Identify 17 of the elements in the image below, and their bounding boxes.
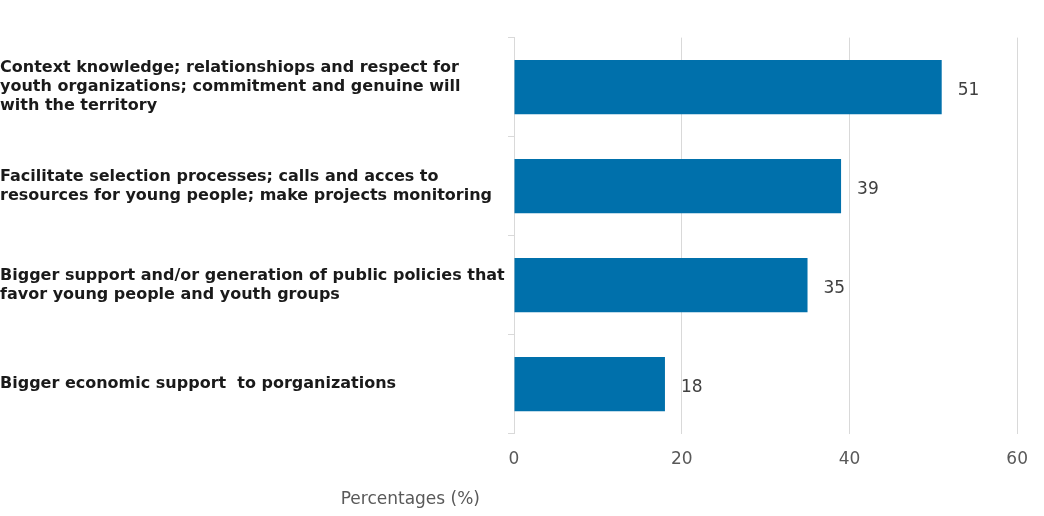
x-tick-label: 20: [670, 448, 693, 469]
bar: [514, 158, 842, 214]
bar: [514, 59, 942, 115]
data-label: 51: [957, 78, 980, 99]
x-axis-title: Percentages (%): [340, 488, 480, 509]
y-tick-label: Bigger economic support to porganizations: [0, 373, 397, 393]
bar: [514, 257, 808, 313]
data-label: 18: [680, 375, 703, 396]
y-tick-label: Context knowledge; relationshiops and respect for youth organizations; commitment and genuine will with the territory: [0, 57, 461, 115]
data-label: 35: [823, 276, 846, 297]
bar: [514, 356, 665, 412]
x-tick-label: 0: [508, 448, 520, 469]
y-tick-label: Facilitate selection processes; calls and acces to resources for young people; make projects monitoring: [0, 165, 493, 204]
data-label: 39: [857, 177, 879, 198]
x-tick-label: 40: [838, 448, 861, 469]
y-tick-label: Bigger support and/or generation of public policies that favor young people and youth groups: [0, 264, 506, 303]
x-tick-label: 60: [1006, 448, 1028, 469]
